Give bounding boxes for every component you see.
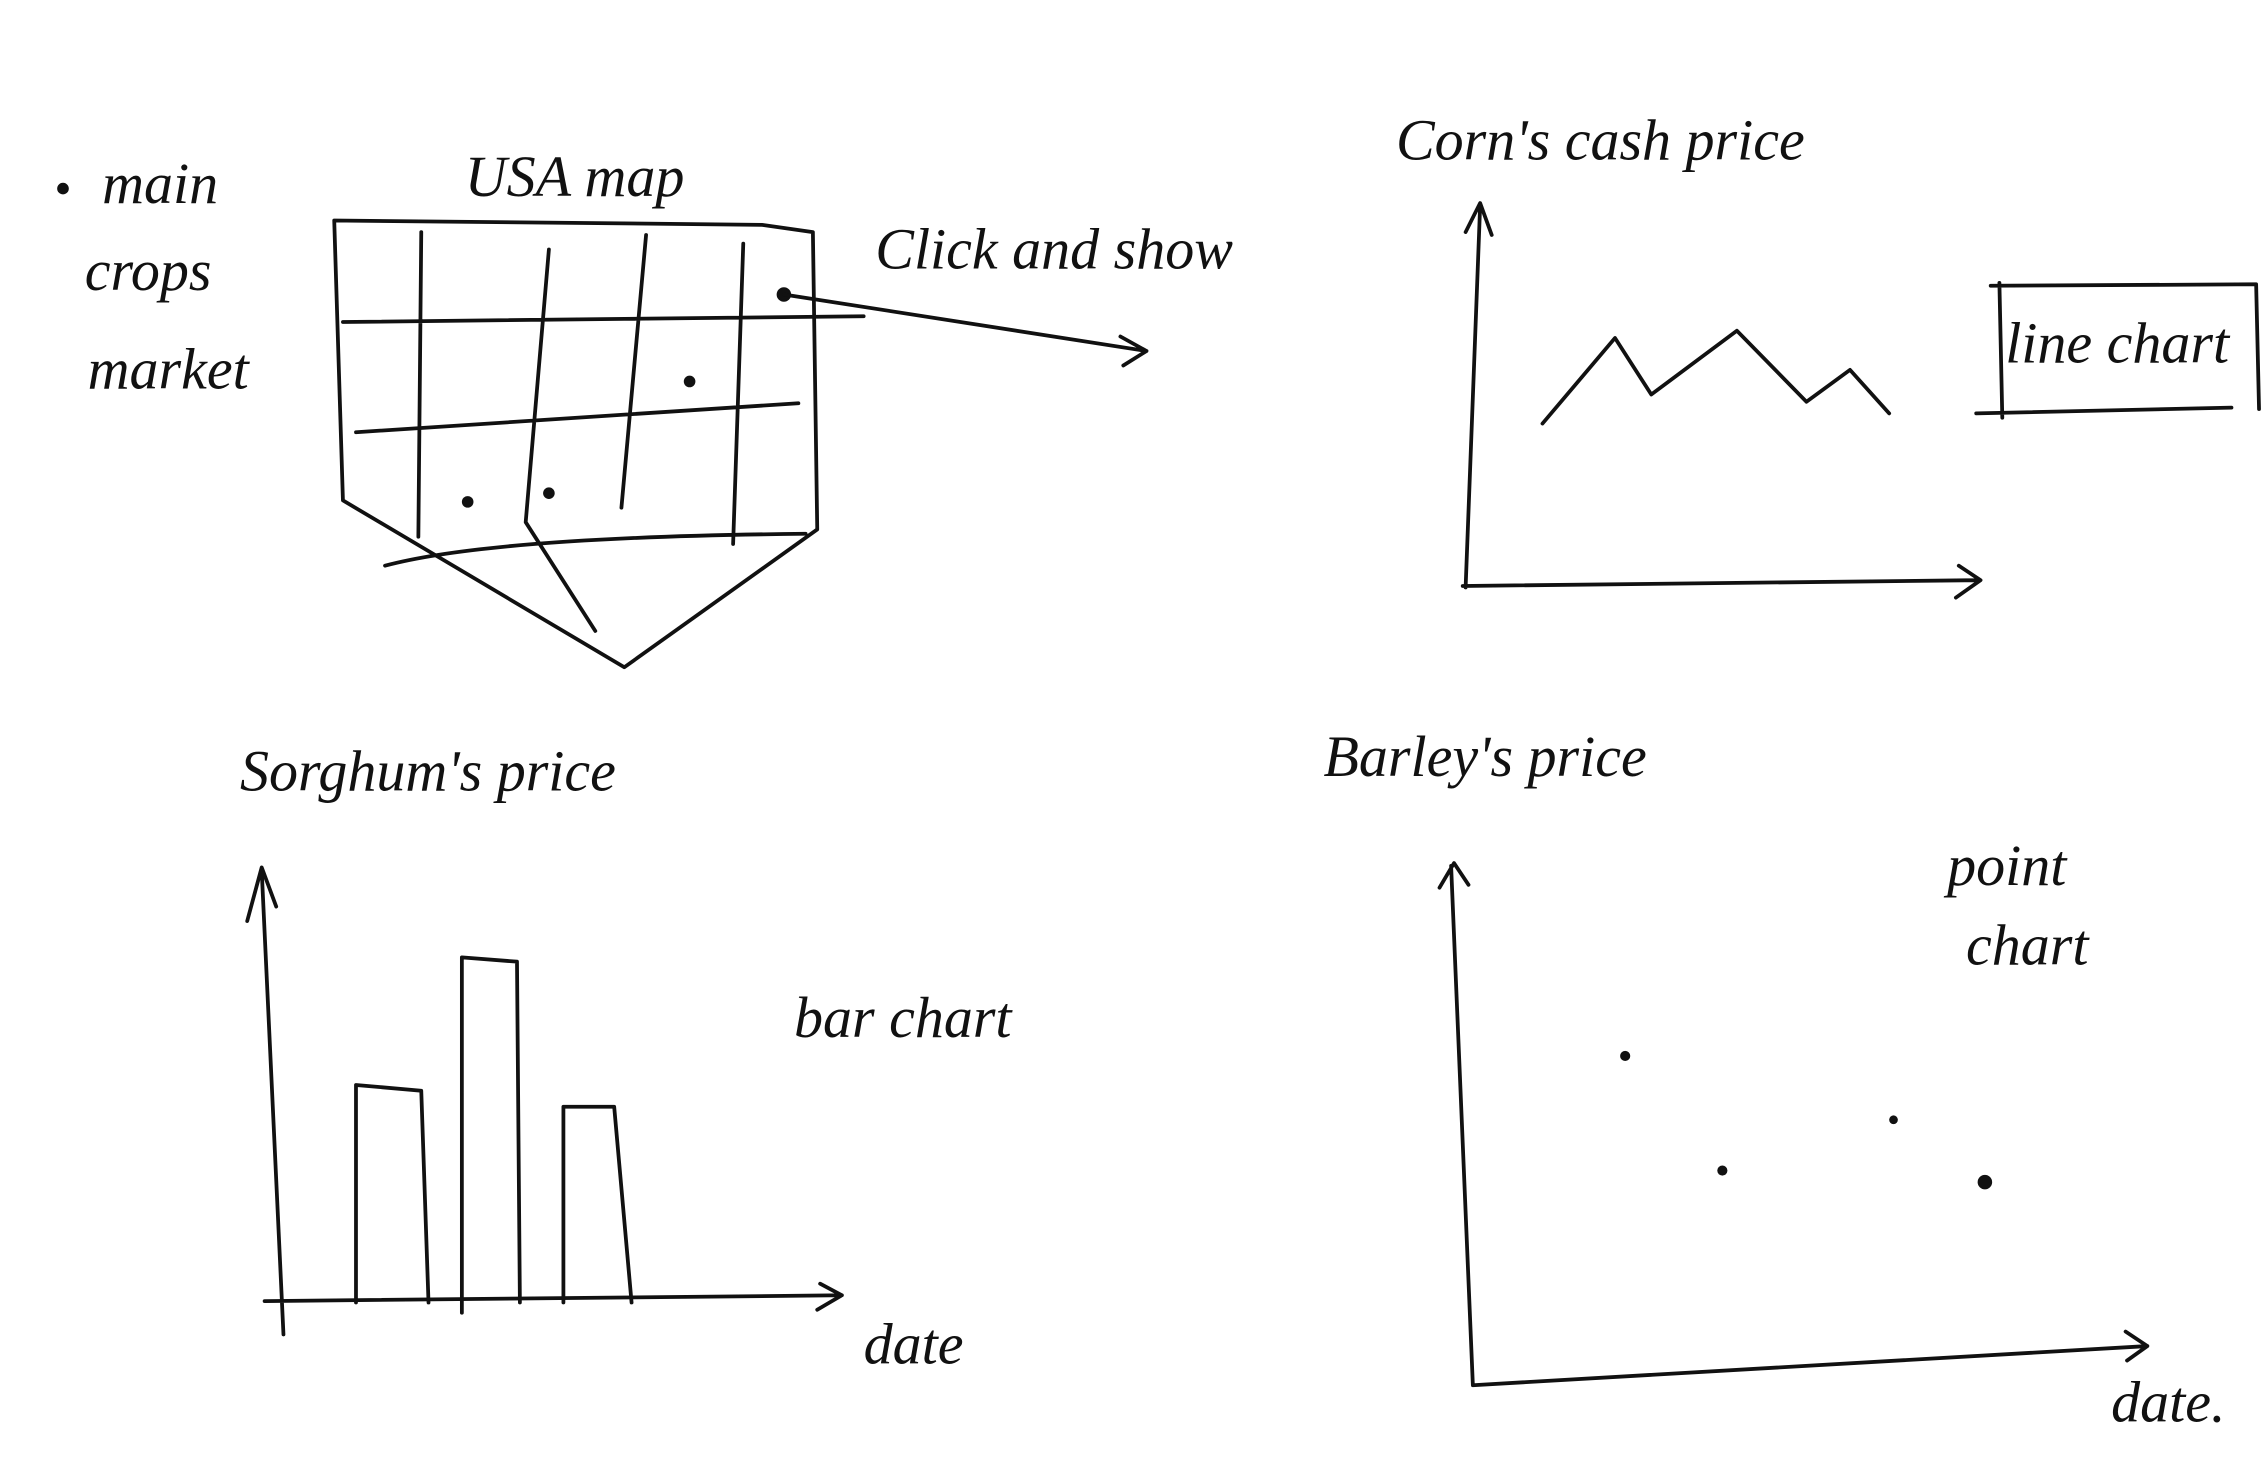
panel-title: Sorghum's price [240, 739, 616, 804]
note: chart [1966, 913, 2090, 978]
arrow [781, 292, 1149, 368]
bar-panel: Sorghum's price bar chart date [240, 739, 1013, 1377]
annotation: Click and show [875, 216, 1233, 281]
note: bar chart [794, 985, 1013, 1050]
map-grid[interactable] [341, 230, 866, 633]
axes [1437, 861, 2150, 1388]
axes [1460, 201, 1983, 600]
panel-title: Corn's cash price [1396, 108, 1805, 173]
point [1620, 1050, 1631, 1062]
point [1889, 1115, 1898, 1125]
side-label: crops [85, 238, 212, 303]
map-point[interactable] [461, 496, 474, 508]
map-point[interactable] [683, 375, 696, 388]
note-box [1974, 280, 2261, 420]
line-panel: Corn's cash price line chart [1396, 108, 2261, 600]
point [1977, 1174, 1993, 1190]
side-label: market [88, 337, 251, 402]
map-outline [332, 218, 820, 670]
x-axis-label: date [864, 1311, 964, 1376]
point-panel: Barley's price point chart date. [1323, 724, 2225, 1434]
panel-title: Barley's price [1323, 724, 1646, 789]
bars [354, 955, 634, 1315]
map-title: USA map [465, 144, 685, 209]
point [1717, 1165, 1728, 1176]
bullet [57, 182, 69, 195]
side-label: main [102, 151, 218, 216]
line [1540, 328, 1892, 426]
note: line chart [2005, 311, 2231, 376]
axes [245, 865, 844, 1337]
map-point[interactable] [543, 487, 555, 499]
x-axis-label: date. [2111, 1369, 2225, 1434]
note: point [1943, 833, 2068, 898]
map-panel: main crops market USA map Click and show [57, 144, 1233, 670]
